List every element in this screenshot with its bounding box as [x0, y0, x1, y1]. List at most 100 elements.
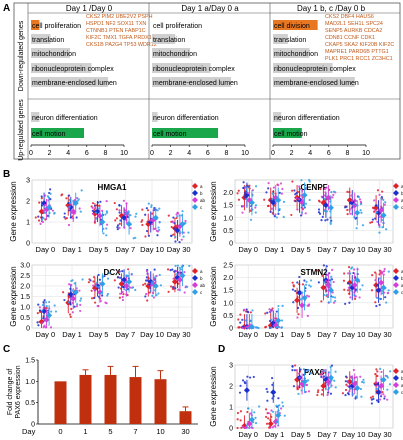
expression-point: [382, 270, 386, 273]
expression-point: [371, 274, 374, 277]
expression-point: [296, 208, 299, 211]
expression-point: [279, 407, 283, 410]
legend-marker: [393, 289, 399, 295]
expression-point: [123, 208, 126, 211]
expression-point: [98, 292, 102, 295]
expression-point: [45, 304, 48, 308]
expression-point: [378, 215, 381, 218]
expression-point: [113, 201, 116, 205]
x-tick-label: 7: [133, 427, 137, 436]
expression-point: [346, 282, 350, 285]
expression-point: [277, 184, 280, 187]
mean-marker: [179, 221, 186, 228]
expression-point: [141, 223, 144, 227]
expression-point: [347, 266, 351, 269]
expression-point: [316, 393, 319, 397]
expression-point: [277, 304, 280, 308]
expression-point: [267, 412, 270, 415]
legend-marker: [393, 382, 399, 388]
expression-point: [146, 209, 150, 212]
expression-point: [359, 203, 363, 206]
expression-point: [378, 277, 381, 280]
enrichment-bar-label: mitochondrion: [153, 51, 197, 58]
expression-point: [241, 318, 244, 321]
x-tick-label: 10: [156, 427, 164, 436]
expression-point: [374, 301, 377, 304]
legend-marker: [393, 204, 399, 210]
expression-point: [320, 219, 323, 222]
expression-point: [158, 207, 161, 210]
mean-marker: [275, 412, 282, 419]
enrichment-bar-label: translation: [32, 37, 64, 44]
expression-point: [44, 301, 48, 304]
y-tick-label: 1.5: [20, 294, 30, 301]
legend-marker: [393, 183, 399, 189]
panel-a-frame: [13, 2, 401, 160]
expression-point: [129, 286, 132, 289]
expression-point: [334, 386, 337, 389]
expression-point: [146, 299, 149, 302]
enrichment-bar: [31, 112, 40, 122]
expression-point: [378, 225, 381, 228]
enrichment-bar-label: mitochondrion: [32, 51, 76, 58]
expression-point: [385, 228, 388, 231]
expression-point: [353, 268, 356, 271]
expression-point: [265, 387, 268, 391]
expression-point: [242, 181, 245, 184]
mean-marker: [70, 295, 77, 302]
enrichment-bar: [273, 77, 355, 87]
mean-marker: [171, 278, 178, 285]
expression-point: [42, 217, 45, 220]
expression-point: [350, 289, 353, 292]
expression-point: [153, 206, 156, 210]
expression-point: [281, 405, 285, 408]
expression-point: [174, 240, 177, 243]
expression-point: [180, 238, 183, 241]
expression-point: [245, 308, 248, 311]
expression-point: [331, 295, 335, 299]
expression-point: [252, 375, 255, 379]
expression-point: [241, 379, 245, 382]
expression-point: [90, 289, 93, 292]
expression-point: [79, 299, 82, 302]
expression-point: [129, 227, 132, 230]
legend-marker: [192, 183, 198, 189]
expression-point: [114, 219, 117, 222]
expression-point: [184, 219, 187, 223]
expression-point: [376, 189, 380, 192]
enrichment-bar: [152, 112, 158, 122]
x-tick-label: Day 10: [342, 330, 366, 339]
enrichment-bar-label: neuron differentiation: [274, 115, 340, 122]
expression-point: [151, 282, 154, 285]
y-axis-label-line1: Fold change of: [7, 369, 14, 415]
enrichment-bar-label: membrane-enclosed lumen: [153, 80, 238, 87]
expression-point: [283, 414, 286, 417]
expression-point: [387, 270, 390, 273]
expression-point: [176, 211, 179, 214]
expression-point: [360, 211, 363, 214]
expression-point: [44, 211, 47, 214]
mean-marker: [248, 416, 255, 423]
expression-point: [78, 207, 81, 210]
expression-point: [158, 220, 161, 224]
expression-point: [240, 426, 243, 429]
expression-point: [359, 375, 362, 378]
y-axis-label: Gene expression: [9, 181, 18, 241]
expression-point: [106, 223, 109, 226]
expression-point: [54, 310, 58, 313]
expression-point: [115, 208, 118, 211]
expression-point: [296, 281, 299, 284]
expression-point: [118, 226, 121, 229]
expression-point: [304, 186, 307, 189]
expression-point: [346, 190, 349, 193]
expression-point: [44, 218, 47, 221]
expression-point: [349, 272, 352, 275]
expression-point: [134, 288, 137, 292]
mean-marker: [327, 287, 334, 294]
expression-point: [334, 299, 337, 303]
mean-marker: [301, 192, 308, 199]
mean-marker: [299, 302, 306, 309]
expression-point: [157, 292, 160, 295]
expression-point: [256, 326, 259, 329]
expression-point: [323, 188, 327, 191]
